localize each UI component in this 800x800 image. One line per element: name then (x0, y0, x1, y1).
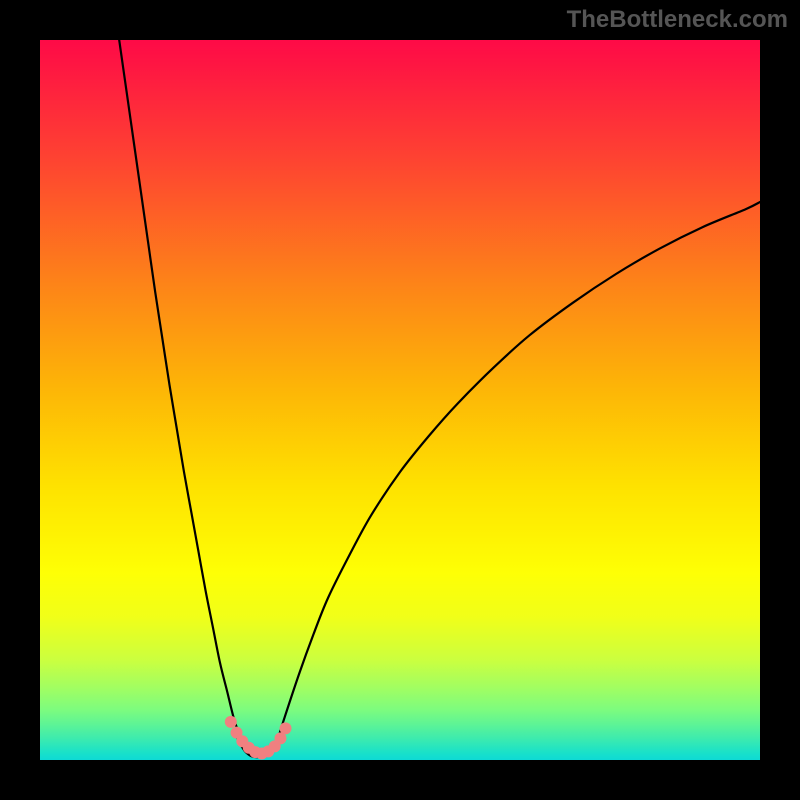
marker-point (280, 722, 292, 734)
watermark-text: TheBottleneck.com (567, 6, 788, 34)
chart-stage: TheBottleneck.com (0, 0, 800, 800)
gradient-background (40, 40, 760, 760)
bottleneck-chart (40, 40, 760, 760)
plot-frame (40, 40, 760, 760)
marker-point (225, 716, 237, 728)
